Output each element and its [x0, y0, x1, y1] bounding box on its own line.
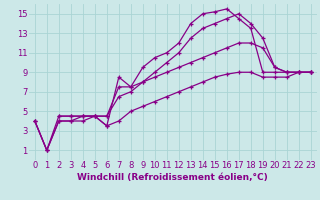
X-axis label: Windchill (Refroidissement éolien,°C): Windchill (Refroidissement éolien,°C)	[77, 173, 268, 182]
